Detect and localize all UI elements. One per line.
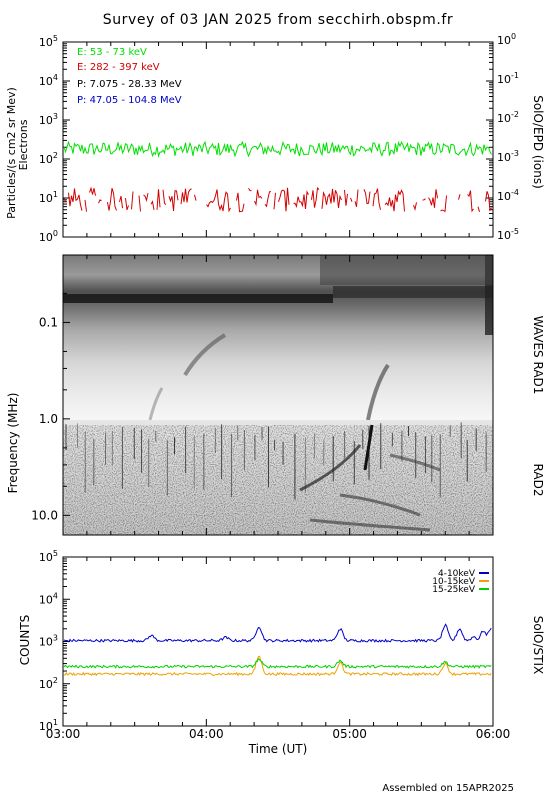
epd-series-line-0 — [63, 140, 492, 158]
stix-tick-label: 103 — [39, 634, 58, 649]
stix-axis-ticks: 101 102 103 104 105 03:00 04:00 05:00 06:00 — [39, 549, 510, 741]
rad1-dark-lane — [63, 294, 333, 303]
epd-left-axis-label: Particles/(s cm2 sr Mev) — [5, 87, 18, 219]
rad2-vertical-streaks — [65, 422, 487, 500]
stix-tick-label: 101 — [39, 718, 58, 733]
assembly-footer: Assembled on 15APR2025 — [382, 783, 514, 794]
stix-series-line-2 — [63, 657, 492, 669]
epd-left-tick-label: 100 — [39, 229, 58, 244]
stix-plot-frame — [62, 556, 494, 727]
rad2-noise — [63, 425, 493, 535]
stix-series-line-0 — [63, 623, 492, 643]
epd-right-axis-label: SolO/EPD (ions) — [531, 95, 545, 189]
drift-feature-b — [339, 493, 421, 517]
epd-right-tick-label: 10-3 — [497, 149, 519, 164]
epd-axis-ticks: 100 101 102 103 104 105 10-5 10-4 10-3 10-2 10-1 10… — [39, 32, 519, 244]
waves-rad2-label: RAD2 — [531, 464, 545, 497]
epd-right-tick-label: 100 — [497, 32, 516, 47]
waves-rad1-label: WAVES RAD1 — [531, 316, 545, 395]
stix-right-axis-label: SolO/STIX — [531, 616, 545, 675]
stix-series-group — [63, 623, 492, 677]
time-tick-label: 04:00 — [189, 727, 224, 741]
epd-left-tick-label: 104 — [39, 73, 58, 88]
epd-right-tick-label: 10-4 — [497, 188, 519, 203]
epd-series-line-1 — [63, 186, 492, 213]
drift-feature-a — [299, 444, 362, 492]
epd-panel: 100 101 102 103 104 105 10-5 10-4 10-3 10-2 10-1 10… — [5, 32, 545, 244]
frequency-tick-label: 1.0 — [39, 412, 58, 426]
time-tick-label: 06:00 — [476, 727, 511, 741]
type3-burst-rad1-c — [148, 387, 164, 421]
epd-left-tick-label: 102 — [39, 151, 58, 166]
epd-left-tick-label: 105 — [39, 34, 58, 49]
time-tick-label: 05:00 — [332, 727, 367, 741]
epd-legend: E: 53 - 73 keV E: 282 - 397 keV P: 7.075… — [77, 47, 182, 106]
stix-tick-label: 105 — [39, 549, 58, 564]
type3-burst-rad1-a — [183, 333, 227, 377]
epd-left-tick-label: 103 — [39, 112, 58, 127]
epd-right-tick-label: 10-2 — [497, 110, 519, 125]
stix-tick-label: 104 — [39, 591, 58, 606]
waves-panel: 0.1 1.0 10.0 Frequency (MHz) WAVES RAD1 RA… — [6, 254, 545, 536]
epd-left-axis-sublabel: Electrons — [17, 119, 30, 170]
chart-title: Survey of 03 JAN 2025 from secchirh.obsp… — [103, 12, 454, 28]
legend-entry-15-25kev: 15-25keV — [432, 585, 476, 595]
time-axis-label: Time (UT) — [248, 742, 308, 756]
type3-burst-rad1-b — [366, 363, 390, 421]
stix-counts-axis-label: COUNTS — [18, 615, 32, 666]
frequency-tick-label: 0.1 — [39, 315, 58, 329]
drift-feature-c — [309, 518, 431, 532]
epd-plot-frame — [62, 41, 494, 238]
stix-tick-label: 102 — [39, 676, 58, 691]
waves-axis-ticks: 0.1 1.0 10.0 — [31, 255, 494, 535]
stix-legend: 4-10keV 10-15keV 15-25keV — [432, 569, 489, 595]
epd-right-tick-label: 10-1 — [497, 71, 519, 86]
legend-entry-p-7-28: P: 7.075 - 28.33 MeV — [77, 79, 182, 90]
rad1-dark-top-right — [320, 255, 493, 285]
legend-entry-p-47-104: P: 47.05 - 104.8 MeV — [77, 95, 182, 106]
stix-panel: 101 102 103 104 105 03:00 04:00 05:00 06:00 4-10… — [18, 549, 545, 756]
frequency-tick-label: 10.0 — [31, 508, 58, 522]
spectrogram-image — [63, 255, 493, 535]
drift-feature-d — [389, 453, 441, 472]
legend-entry-e-53-73: E: 53 - 73 keV — [77, 47, 147, 58]
epd-left-tick-label: 101 — [39, 190, 58, 205]
legend-entry-e-282-397: E: 282 - 397 keV — [77, 62, 160, 73]
type3-burst-rad2-a — [363, 424, 374, 471]
rad1-dark-right-edge — [485, 255, 493, 335]
epd-series-group — [63, 140, 492, 213]
legend-entry-10-15kev: 10-15keV — [432, 577, 476, 587]
rad1-dark-lane-right — [333, 286, 493, 298]
stix-series-line-1 — [63, 655, 492, 677]
legend-entry-4-10kev: 4-10keV — [438, 569, 476, 579]
epd-right-tick-label: 10-5 — [497, 227, 519, 242]
time-tick-label: 03:00 — [46, 727, 81, 741]
waves-frequency-axis-label: Frequency (MHz) — [6, 393, 20, 494]
